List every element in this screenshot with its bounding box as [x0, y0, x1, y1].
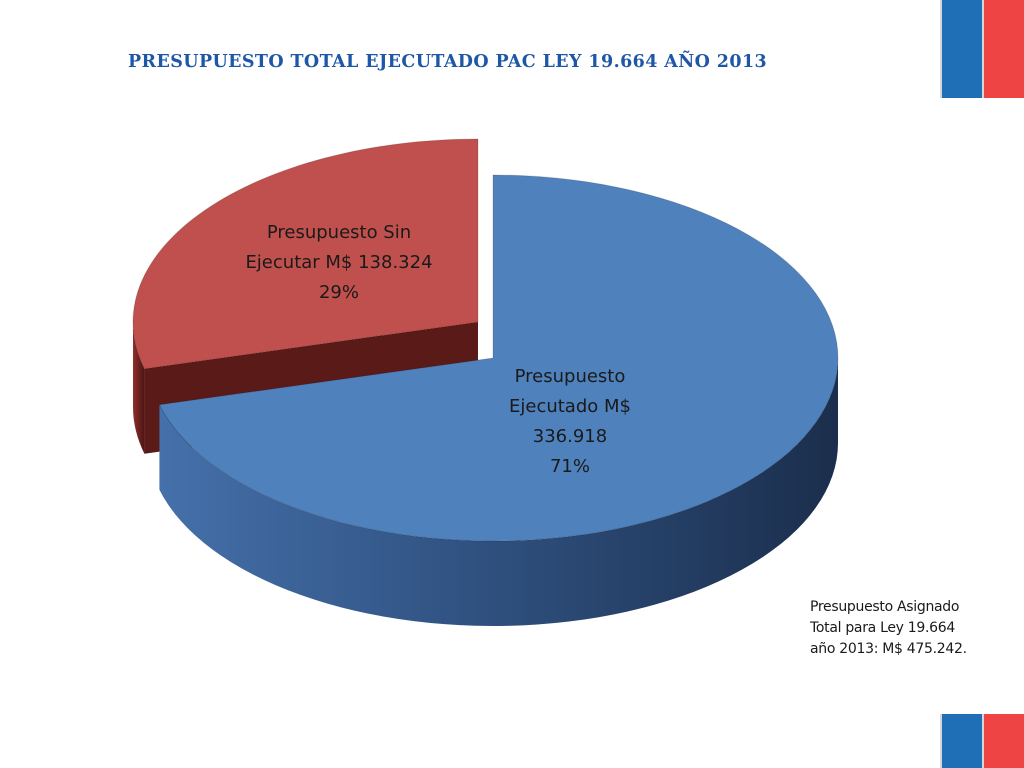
- pie-slice: [132, 138, 479, 370]
- total-budget-note: Presupuesto Asignado Total para Ley 19.6…: [810, 597, 1005, 660]
- pie-slice-side: [133, 322, 145, 454]
- slice-data-label-line: Presupuesto Sin: [267, 222, 411, 243]
- slice-data-label-line: Ejecutado M$: [509, 396, 631, 417]
- note-line-3: año 2013: M$ 475.242.: [810, 641, 967, 657]
- flag-emblem-bottom: [940, 714, 1024, 768]
- note-line-1: Presupuesto Asignado: [810, 599, 960, 615]
- slice-data-label-line: Presupuesto: [515, 366, 626, 387]
- slice-data-label-line: 336.918: [533, 426, 607, 447]
- slice-data-label-line: 71%: [550, 456, 590, 477]
- chart-title: PRESUPUESTO TOTAL EJECUTADO PAC LEY 19.6…: [128, 52, 768, 72]
- slice-data-label-line: Ejecutar M$ 138.324: [245, 252, 432, 273]
- pie-slice: [158, 174, 839, 542]
- flag-stripe-red: [984, 714, 1024, 768]
- flag-stripe-blue: [942, 0, 982, 98]
- note-line-2: Total para Ley 19.664: [810, 620, 955, 636]
- flag-stripe-red: [984, 0, 1024, 98]
- flag-emblem-top: [940, 0, 1024, 98]
- slice-data-label-line: 29%: [319, 282, 359, 303]
- slice-data-label: Presupuesto Sin Ejecutar M$ 138.324 29%: [245, 222, 432, 303]
- slice-data-label: Presupuesto Ejecutado M$ 336.918 71%: [509, 366, 631, 477]
- pie-slice-side: [159, 358, 838, 627]
- flag-stripe-blue: [942, 714, 982, 768]
- pie-slices-group: Presupuesto Ejecutado M$ 336.918 71%Presupu…: [132, 138, 839, 627]
